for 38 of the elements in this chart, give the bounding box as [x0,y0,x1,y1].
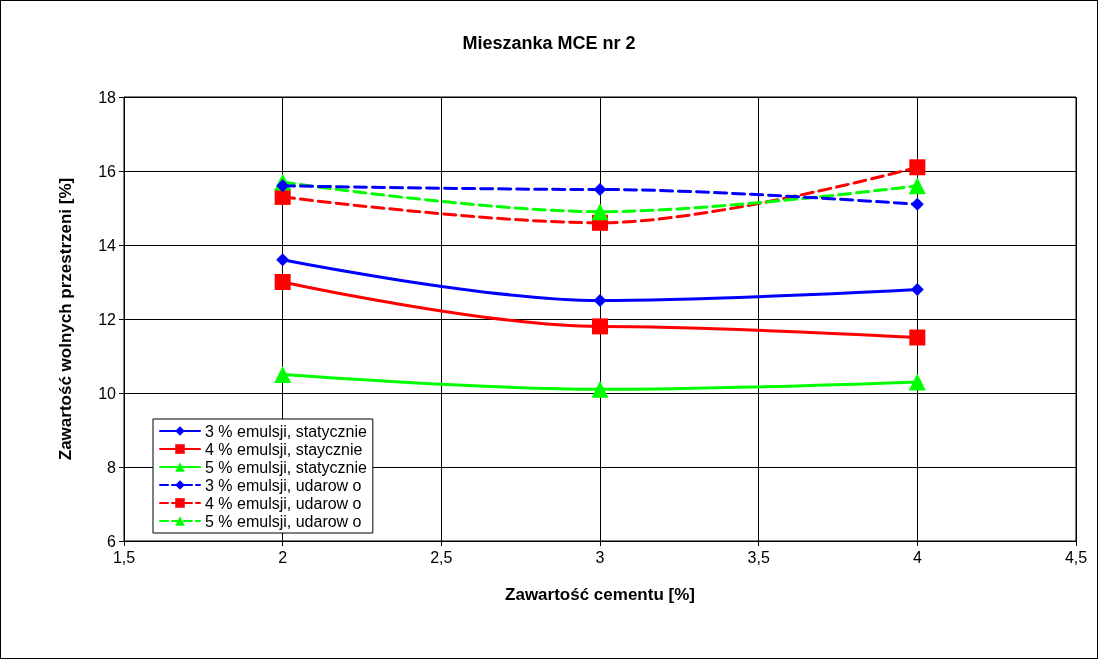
point [908,373,926,391]
legend-label: 5 % emulsji, statycznie [205,458,367,476]
point [908,177,926,195]
point [276,253,290,267]
x-tick-label: 2 [278,548,288,566]
point [909,159,926,176]
point [276,179,290,193]
legend-label: 5 % emulsji, udarow o [205,512,362,530]
legend-label: 4 % emulsji, udarow o [205,494,362,512]
y-tick-label: 14 [98,236,117,254]
y-tick-label: 10 [98,384,117,402]
x-tick-label: 4,5 [1064,548,1088,566]
y-tick-label: 12 [98,310,117,328]
legend-label: 4 % emulsji, staycznie [205,440,363,458]
y-tick-label: 6 [107,532,117,550]
point [910,282,924,296]
point [274,274,291,290]
legend-label: 3 % emulsji, udarow o [205,476,362,494]
x-tick-label: 3 [595,548,605,566]
point [591,203,609,221]
point [593,294,607,307]
point [591,380,609,398]
point [910,197,924,211]
point [274,366,292,383]
y-tick-label: 18 [98,88,117,106]
x-tick-label: 1,5 [112,548,136,566]
point [592,318,608,335]
x-axis-title: Zawartość cementu [%] [505,585,695,604]
x-tick-label: 3,5 [747,548,770,566]
y-tick-label: 8 [107,458,117,476]
chart-title: Mieszanka MCE nr 2 [462,33,636,53]
point [909,329,926,346]
point [593,183,607,196]
y-axis-title: Zawartość wolnych przestrzeni [%] [56,177,75,461]
legend-label: 3 % emulsji, statycznie [205,422,367,440]
x-tick-label: 4 [912,548,922,566]
y-tick-label: 16 [98,162,117,180]
x-tick-label: 2,5 [430,548,453,566]
